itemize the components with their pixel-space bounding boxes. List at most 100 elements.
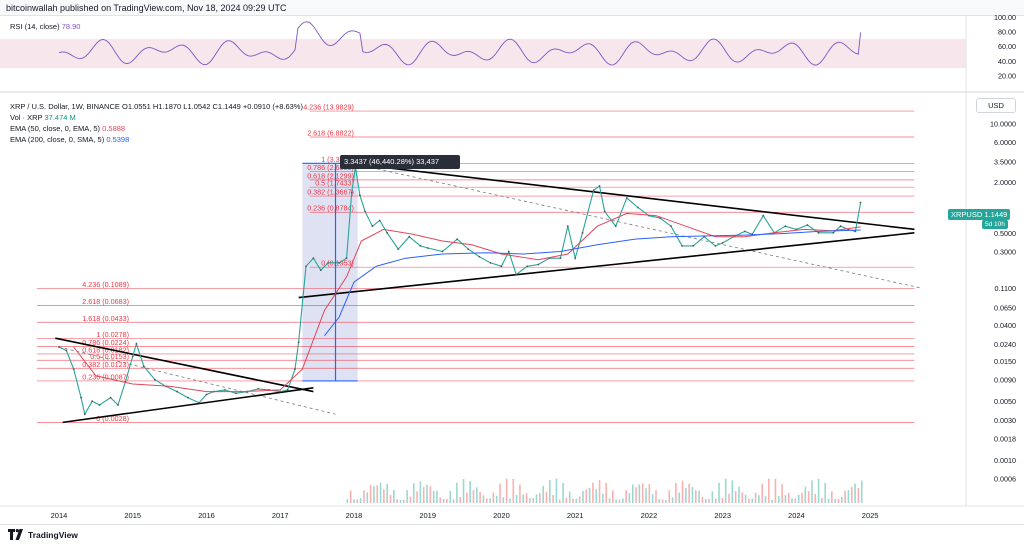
price-tick-label: 0.0090	[994, 376, 1016, 385]
price-point	[574, 257, 577, 260]
price-point	[581, 231, 584, 234]
volume-bar	[356, 499, 359, 503]
xrp-chart[interactable]: 1 (0.0278)0.786 (0.0224)0.618 (0.0182)0.…	[0, 0, 1024, 524]
time-tick-label: 2022	[641, 511, 658, 520]
volume-bar	[827, 498, 830, 503]
time-tick-label: 2014	[51, 511, 68, 520]
volume-bar	[505, 478, 508, 503]
price-tick-label: 0.0018	[994, 435, 1016, 444]
price-point	[743, 230, 746, 233]
volume-bar	[807, 491, 810, 503]
price-point	[312, 257, 315, 260]
volume-bar	[754, 492, 757, 503]
fib-upper-label: 4.236 (13.9829)	[303, 103, 354, 112]
volume-bar	[568, 491, 571, 503]
price-tick-label: 0.3000	[994, 248, 1016, 257]
price-point	[294, 368, 296, 371]
volume-bar	[422, 486, 425, 503]
volume-bar	[857, 488, 860, 503]
volume-bar	[562, 482, 564, 503]
price-tick-label: 0.0050	[994, 397, 1016, 406]
price-series-line	[58, 167, 862, 416]
rsi-tick-label: 20.00	[998, 71, 1016, 80]
volume-bar	[346, 499, 349, 503]
fib-upper-label: 0.236 (0.8784)	[307, 204, 354, 213]
triangle-trendline[interactable]	[55, 337, 314, 393]
volume-bar	[542, 486, 544, 503]
price-point	[187, 396, 189, 399]
rsi-legend: RSI (14, close) 78.90	[10, 22, 80, 31]
volume-bar	[605, 482, 608, 503]
volume-bar	[837, 498, 840, 503]
volume-bar	[688, 483, 690, 503]
volume-bar	[648, 484, 651, 503]
price-point	[426, 247, 429, 249]
volume-bar	[748, 498, 750, 503]
publisher-bar: bitcoinwallah published on TradingView.c…	[0, 0, 1024, 16]
volume-bar	[811, 480, 813, 503]
price-point	[614, 225, 617, 228]
ema50-line	[73, 212, 861, 393]
price-tick-label: 0.0240	[994, 340, 1016, 349]
volume-bar	[439, 497, 442, 503]
price-point	[65, 349, 68, 352]
price-point	[603, 210, 606, 213]
price-point	[371, 225, 374, 228]
price-point	[176, 390, 178, 393]
volume-bar	[615, 499, 617, 503]
price-point	[598, 185, 601, 187]
volume-bar	[602, 493, 604, 503]
volume-bar	[446, 499, 448, 503]
triangle-trendline[interactable]	[353, 163, 915, 231]
price-point	[58, 346, 60, 348]
price-point	[319, 269, 322, 272]
triangle-trendline[interactable]	[62, 387, 314, 424]
fib-upper-label: 0.382 (1.3667)	[307, 188, 354, 197]
fib-lower-label: 2.618 (0.0683)	[82, 297, 129, 306]
volume-bar	[608, 498, 611, 503]
volume-bar	[393, 490, 395, 503]
currency-button[interactable]: USD	[976, 98, 1016, 113]
rsi-tick-label: 80.00	[998, 28, 1016, 37]
volume-label: Vol · XRP	[10, 113, 43, 122]
price-point	[592, 189, 595, 192]
price-point	[235, 392, 237, 395]
price-point	[681, 244, 683, 247]
triangle-trendline[interactable]	[298, 232, 915, 299]
price-point	[135, 342, 138, 345]
volume-bar	[456, 482, 458, 503]
time-tick-label: 2025	[862, 511, 879, 520]
fib-lower-label: 0.786 (0.0224)	[82, 338, 129, 347]
fib-upper-label: 0.5 (1.7433)	[315, 179, 354, 188]
rsi-tick-label: 40.00	[998, 57, 1016, 66]
time-tick-label: 2021	[567, 511, 584, 520]
volume-bar	[432, 490, 435, 503]
volume-bar	[661, 499, 664, 503]
volume-bar	[691, 486, 694, 503]
time-tick-label: 2020	[493, 511, 510, 520]
symbol-tag-name: XRPUSD	[951, 210, 983, 219]
price-point	[286, 389, 289, 391]
volume-bar	[426, 484, 428, 503]
dashed-projection-line	[353, 163, 922, 289]
volume-bar	[797, 494, 800, 503]
volume-bar	[595, 489, 598, 503]
price-point	[806, 224, 809, 226]
volume-bar	[532, 498, 535, 503]
ema200-legend: EMA (200, close, 0, SMA, 5) 0.5398	[10, 135, 129, 144]
volume-bar	[459, 496, 462, 503]
volume-bar	[645, 488, 647, 503]
volume-bar	[668, 490, 671, 503]
price-point	[489, 261, 492, 264]
volume-bar	[728, 493, 730, 503]
volume-bar	[412, 483, 415, 503]
volume-value: 37.474 M	[44, 113, 76, 122]
volume-bar	[585, 489, 588, 503]
volume-bar	[771, 499, 773, 503]
price-point	[636, 206, 639, 209]
ema50-value: 0.5888	[102, 124, 126, 133]
volume-bar	[555, 478, 558, 503]
fib-lower-label: 0.5 (0.0153)	[90, 352, 129, 361]
countdown-tag: 5d 10h	[982, 220, 1008, 229]
price-point	[98, 404, 101, 406]
